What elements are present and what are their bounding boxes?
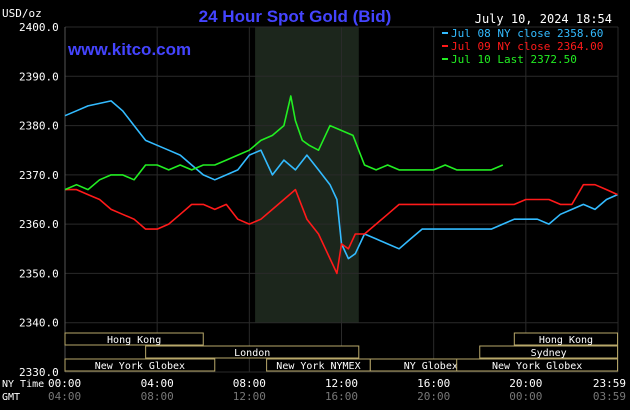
grid-lines bbox=[64, 26, 619, 373]
chart-title: 24 Hour Spot Gold (Bid) bbox=[199, 7, 392, 26]
ny-time-label: NY Time bbox=[2, 379, 44, 390]
x-tick-label: 16:00 bbox=[417, 377, 450, 390]
gmt-tick-label: 04:00 bbox=[48, 390, 81, 403]
x-tick-label: 20:00 bbox=[509, 377, 542, 390]
gmt-label: GMT bbox=[2, 392, 20, 403]
x-tick-label: 04:00 bbox=[141, 377, 174, 390]
series-lines bbox=[64, 95, 618, 275]
session-label: New York Globex bbox=[95, 361, 185, 372]
gmt-tick-label: 20:00 bbox=[417, 390, 450, 403]
market-sessions: Hong Kong London New York Globex New York N… bbox=[64, 332, 619, 372]
y-tick-labels: 2330.0 2340.0 2350.0 2360.0 2370.0 2380.0 2390… bbox=[19, 21, 59, 379]
session-label: Hong Kong bbox=[539, 335, 593, 346]
x-tick-label: 23:59 bbox=[593, 377, 626, 390]
x-tick-label: 08:00 bbox=[233, 377, 266, 390]
timestamp: July 10, 2024 18:54 bbox=[475, 12, 612, 26]
gmt-tick-label: 00:00 bbox=[509, 390, 542, 403]
y-tick-label: 2340.0 bbox=[19, 317, 59, 330]
session-label: Hong Kong bbox=[107, 335, 161, 346]
series-line-3 bbox=[64, 95, 504, 191]
y-tick-label: 2330.0 bbox=[19, 366, 59, 379]
session-box bbox=[479, 345, 619, 359]
session-label: New York NYMEX bbox=[276, 361, 360, 372]
gmt-tick-label: 16:00 bbox=[325, 390, 358, 403]
x-tick-label: 00:00 bbox=[48, 377, 81, 390]
session-label: New York Globex bbox=[492, 361, 582, 372]
unit-label: USD/oz bbox=[2, 7, 42, 20]
session-box bbox=[513, 332, 619, 346]
session-box bbox=[145, 345, 360, 359]
y-tick-label: 2390.0 bbox=[19, 70, 59, 83]
gmt-tick-label: 03:59 bbox=[593, 390, 626, 403]
legend-entry: Jul 08 NY close 2358.60 bbox=[451, 27, 603, 40]
y-tick-label: 2350.0 bbox=[19, 267, 59, 280]
gmt-tick-label: 08:00 bbox=[141, 390, 174, 403]
session-box bbox=[456, 358, 619, 372]
y-tick-label: 2370.0 bbox=[19, 169, 59, 182]
x-tick-labels: 00:00 04:00 08:00 12:00 16:00 20:00 23:5904:00… bbox=[48, 377, 626, 403]
x-tick-label: 12:00 bbox=[325, 377, 358, 390]
y-tick-label: 2400.0 bbox=[19, 21, 59, 34]
legend-entry: Jul 10 Last 2372.50 bbox=[451, 53, 577, 66]
y-tick-label: 2360.0 bbox=[19, 218, 59, 231]
session-label: NY Globex bbox=[404, 361, 458, 372]
series-line-2 bbox=[65, 183, 618, 275]
gmt-tick-label: 12:00 bbox=[233, 390, 266, 403]
y-tick-label: 2380.0 bbox=[19, 120, 59, 133]
session-label: Sydney bbox=[531, 348, 567, 359]
session-label: London bbox=[234, 348, 270, 359]
session-box bbox=[64, 358, 216, 372]
legend-entry: Jul 09 NY close 2364.00 bbox=[451, 40, 603, 53]
watermark: www.kitco.com bbox=[67, 40, 191, 59]
session-box bbox=[64, 332, 204, 346]
